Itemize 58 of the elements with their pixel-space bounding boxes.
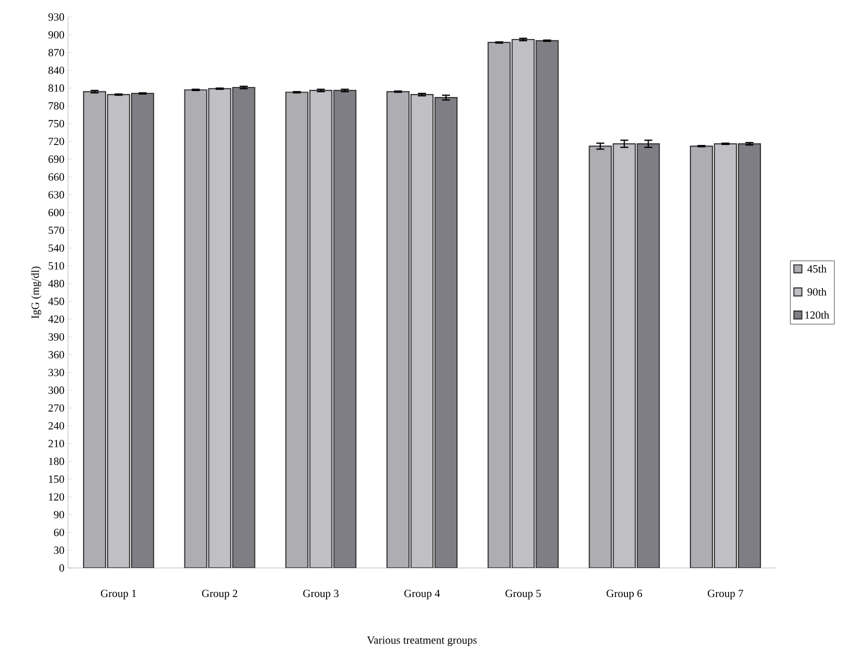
y-tick-label: 60 (54, 528, 64, 536)
y-tick-label: 840 (48, 66, 64, 74)
y-tick-label: 150 (49, 475, 64, 483)
x-tick-label: Group 4 (404, 590, 440, 600)
y-tick-label: 0 (59, 564, 64, 572)
y-tick-label: 270 (48, 404, 64, 412)
x-tick-label: Group 5 (505, 590, 541, 600)
bar (285, 92, 308, 568)
y-tick-label: 720 (48, 138, 64, 146)
y-tick-label: 690 (48, 155, 64, 163)
bar (512, 38, 535, 568)
legend-label: 45th (807, 264, 826, 273)
legend-label: 120th (805, 311, 830, 319)
bar (588, 146, 612, 568)
y-axis-title: IgG (mg/dl) (31, 266, 42, 318)
y-tick-label: 420 (48, 315, 64, 323)
x-tick-label: Group 6 (606, 590, 642, 600)
y-tick-label: 90 (54, 510, 64, 518)
bar (714, 143, 737, 568)
y-tick-label: 330 (48, 368, 64, 376)
bar (410, 94, 434, 568)
bar (386, 91, 410, 568)
y-tick-label: 120 (49, 493, 64, 501)
x-tick-label: Group 2 (202, 590, 238, 600)
y-tick-label: 870 (48, 48, 64, 56)
bar (184, 89, 208, 568)
y-tick-label: 210 (48, 440, 64, 448)
x-axis-title: Various treatment groups (367, 636, 477, 646)
y-tick-label: 660 (48, 173, 64, 181)
x-tick-label: Group 3 (303, 590, 339, 600)
bar (488, 42, 511, 568)
bar (309, 90, 332, 568)
bar (690, 146, 713, 568)
y-tick-label: 240 (48, 422, 64, 430)
y-tick-label: 900 (48, 31, 64, 38)
y-tick-label: 540 (48, 244, 64, 252)
y-tick-label: 360 (48, 351, 64, 358)
x-tick-label: Group 7 (708, 590, 744, 600)
y-tick-label: 30 (54, 546, 64, 554)
y-tick-label: 630 (48, 191, 64, 198)
y-tick-label: 750 (48, 120, 64, 128)
bar (83, 91, 106, 568)
bar (612, 143, 636, 568)
y-tick-label: 300 (48, 386, 64, 394)
y-tick-label: 180 (49, 458, 64, 466)
y-tick-label: 600 (48, 208, 64, 216)
y-tick-label: 450 (48, 298, 64, 306)
y-tick-label: 480 (48, 280, 64, 288)
y-tick-label: 390 (48, 333, 64, 341)
legend-label: 90th (807, 288, 826, 296)
y-tick-label: 780 (48, 102, 64, 110)
bar (107, 94, 130, 568)
y-tick-label: 810 (48, 84, 64, 92)
x-tick-label: Group 1 (100, 590, 136, 600)
y-tick-label: 510 (48, 262, 64, 270)
y-tick-label: 930 (48, 13, 64, 21)
y-tick-label: 570 (48, 226, 64, 234)
bar (208, 88, 232, 568)
